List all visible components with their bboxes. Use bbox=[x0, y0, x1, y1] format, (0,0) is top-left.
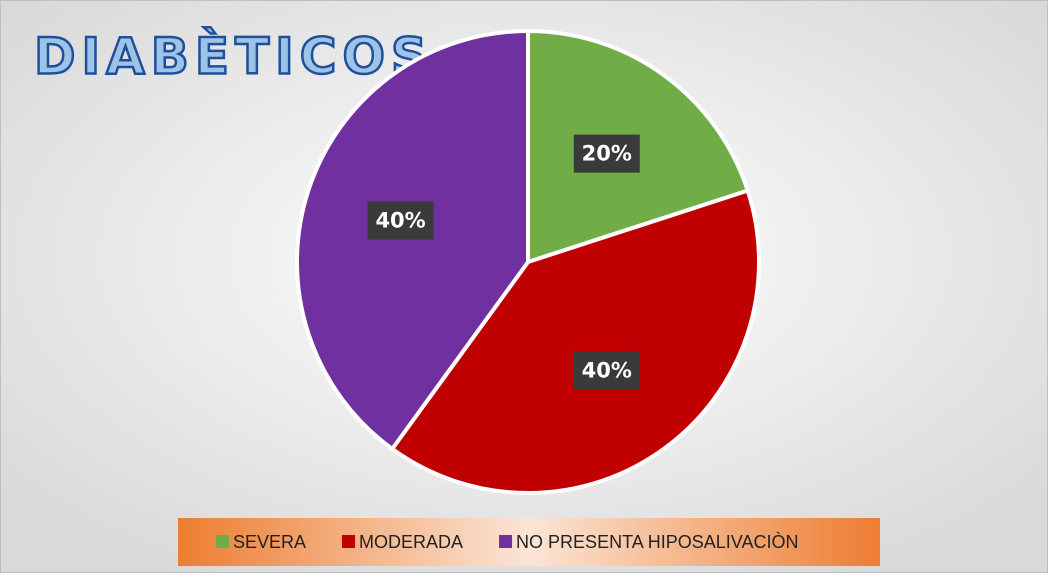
data-labels: 20% 40% 40% bbox=[367, 134, 640, 390]
data-label-box bbox=[573, 134, 640, 173]
legend-swatch bbox=[499, 535, 513, 548]
data-label-box bbox=[367, 201, 434, 240]
data-label: 40% bbox=[582, 358, 632, 382]
legend-label: SEVERA bbox=[233, 532, 306, 552]
legend: SEVERA MODERADA NO PRESENTA HIPOSALIVACIÒN bbox=[216, 531, 798, 552]
data-label: 20% bbox=[582, 142, 632, 166]
legend-label: NO PRESENTA HIPOSALIVACIÒN bbox=[516, 531, 798, 552]
pie-slice bbox=[389, 188, 761, 495]
legend-box bbox=[178, 518, 880, 566]
data-label: 40% bbox=[375, 209, 425, 233]
pie bbox=[295, 28, 761, 495]
chart-title: DIABÈTICOS bbox=[34, 27, 433, 86]
legend-swatch bbox=[342, 535, 356, 548]
legend-label: MODERADA bbox=[359, 532, 463, 552]
legend-swatch bbox=[216, 535, 229, 548]
data-label-box bbox=[573, 351, 640, 390]
pie-slice bbox=[295, 28, 530, 452]
